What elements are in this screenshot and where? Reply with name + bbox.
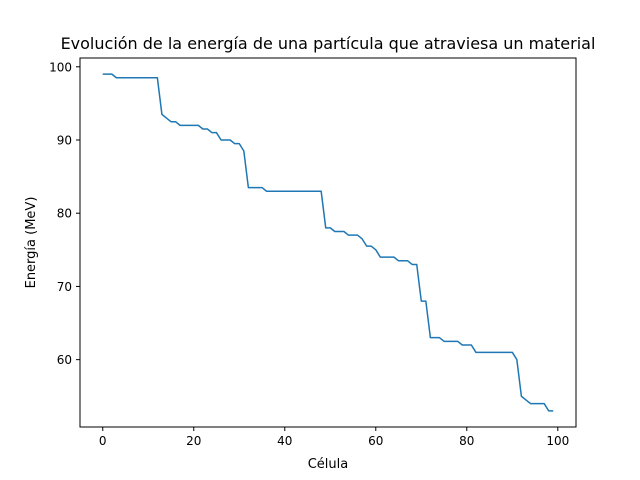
y-tick-label: 100 <box>49 60 72 74</box>
plot-area <box>102 73 554 412</box>
series-line-0 <box>102 73 554 412</box>
x-tick-label: 80 <box>459 434 474 448</box>
y-axis-label: Energía (MeV) <box>24 197 39 289</box>
y-axis-ticks: 60 70 80 90 100 <box>49 60 80 367</box>
x-axis-ticks: 0 20 40 60 80 100 <box>99 427 569 448</box>
x-tick-label: 20 <box>186 434 201 448</box>
axes-frame <box>79 57 577 428</box>
x-tick-label: 0 <box>99 434 107 448</box>
x-tick-label: 60 <box>368 434 383 448</box>
y-tick-label: 90 <box>57 134 72 148</box>
x-tick-label: 100 <box>546 434 569 448</box>
y-tick-label: 80 <box>57 207 72 221</box>
y-tick-label: 70 <box>57 280 72 294</box>
x-tick-label: 40 <box>277 434 292 448</box>
y-tick-label: 60 <box>57 353 72 367</box>
x-axis-label: Célula <box>308 457 349 472</box>
chart-title: Evolución de la energía de una partícula… <box>61 34 596 53</box>
